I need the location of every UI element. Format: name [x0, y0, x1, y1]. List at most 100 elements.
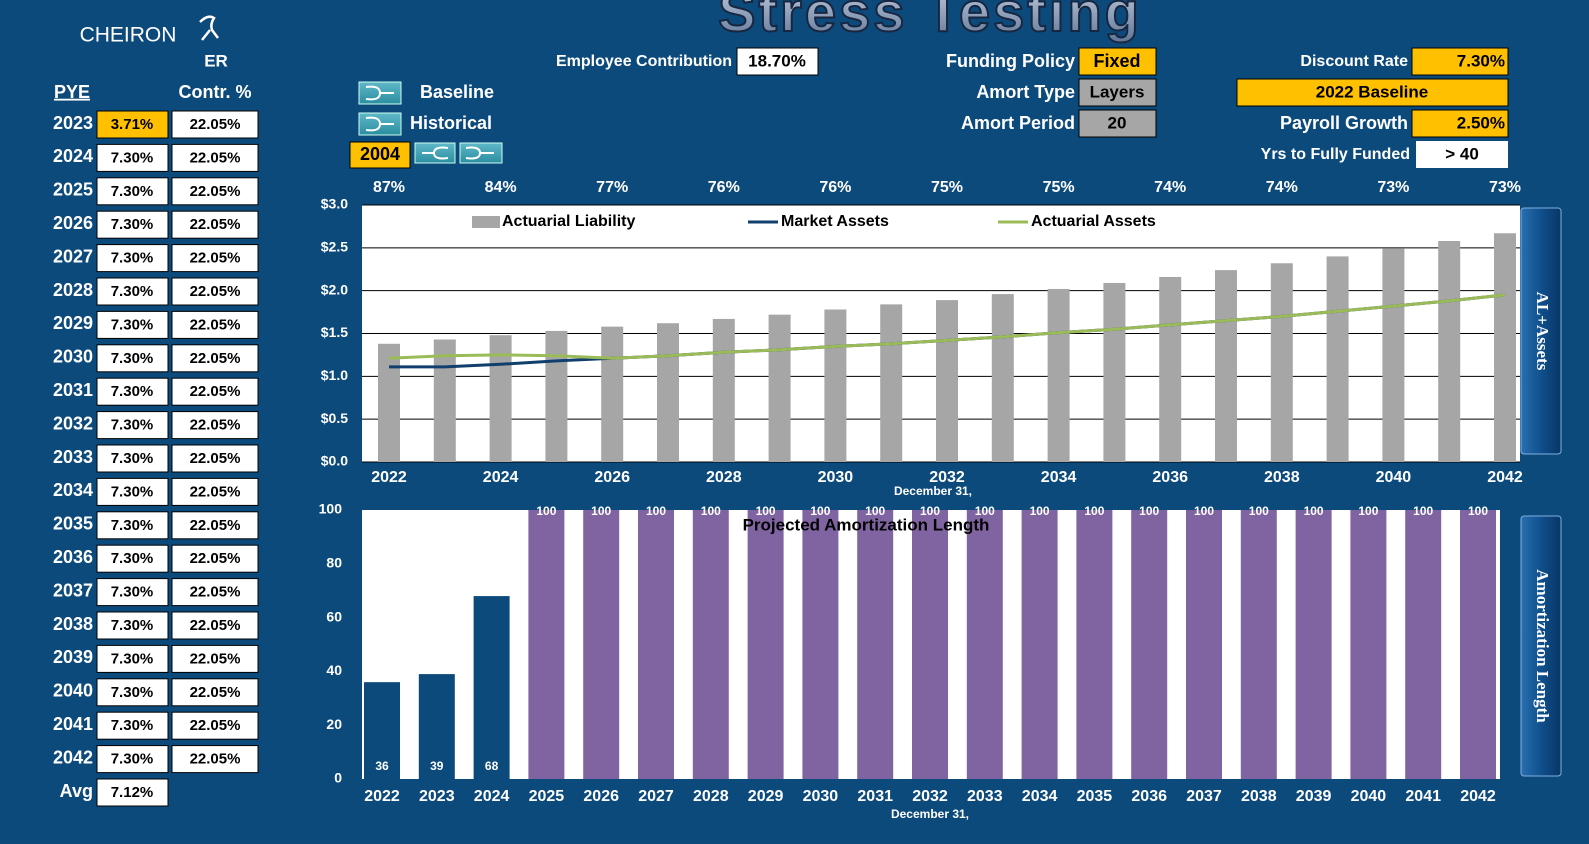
x-tick-label: 2025 [529, 788, 565, 805]
output-value: > 40 [1445, 144, 1479, 163]
bar [1103, 282, 1126, 462]
input-box[interactable] [1411, 47, 1509, 76]
rate-cell[interactable] [96, 444, 169, 473]
rate-cell[interactable] [96, 377, 169, 406]
x-tick-label: 2037 [1186, 788, 1222, 805]
rate-cell[interactable] [96, 644, 169, 673]
input-box[interactable] [1411, 109, 1509, 138]
row-year: 2026 [53, 213, 93, 233]
row-year: 2031 [53, 380, 93, 400]
bar [657, 323, 679, 462]
bar [747, 510, 784, 779]
rate-cell[interactable] [96, 344, 169, 373]
funded-ratio: 74% [1266, 179, 1298, 196]
rate-cell[interactable] [96, 143, 169, 172]
button-icon [422, 146, 449, 160]
rate-cell[interactable] [96, 177, 169, 206]
contr-value: 22.05% [190, 283, 241, 300]
rate-cell[interactable] [96, 511, 169, 540]
data-label: 100 [865, 504, 885, 518]
rate-cell[interactable] [96, 711, 169, 740]
input-value: 7.30% [1457, 51, 1505, 70]
x-tick-label: 2027 [638, 788, 674, 805]
rate-cell[interactable] [96, 678, 169, 707]
rate-value: 7.30% [111, 617, 154, 634]
rate-value: 7.30% [111, 517, 154, 534]
rate-cell[interactable] [96, 277, 169, 306]
data-label: 100 [1194, 504, 1214, 518]
bar [1047, 288, 1070, 462]
funded-ratio: 76% [819, 179, 851, 196]
rate-cell[interactable] [96, 244, 169, 273]
x-tick-label: 2038 [1264, 469, 1300, 486]
row-year: 2028 [53, 280, 93, 300]
button-icon [365, 116, 394, 132]
data-label: 39 [430, 759, 444, 773]
legend-label: Actuarial Liability [502, 213, 635, 230]
side-tab[interactable] [1520, 515, 1562, 777]
dropdown[interactable] [1078, 78, 1157, 107]
x-tick-label: 2022 [371, 469, 407, 486]
rate-cell[interactable] [96, 310, 169, 339]
rate-value: 7.30% [111, 350, 154, 367]
row-year: 2032 [53, 413, 93, 433]
y-tick-label: 100 [319, 501, 343, 517]
rate-cell[interactable] [96, 578, 169, 607]
contr-value: 22.05% [190, 149, 241, 166]
prev-year-button[interactable] [414, 142, 456, 164]
scenario-box[interactable] [1236, 78, 1509, 107]
side-tab[interactable] [1520, 207, 1562, 455]
rate-cell[interactable] [96, 745, 169, 774]
baseline-button[interactable] [358, 81, 402, 105]
logo-icon [199, 15, 219, 41]
x-axis-label: December 31, [891, 807, 969, 821]
rate-cell[interactable] [96, 411, 169, 440]
contr-cell [171, 711, 259, 740]
contr-value: 22.05% [190, 216, 241, 233]
data-label: 100 [920, 504, 940, 518]
contr-cell [171, 644, 259, 673]
x-tick-label: 2030 [818, 469, 854, 486]
contr-value: 22.05% [190, 350, 241, 367]
rate-cell[interactable] [96, 110, 169, 139]
button-icon [365, 85, 394, 101]
x-tick-label: 2031 [857, 788, 893, 805]
bar [528, 510, 565, 779]
input-box[interactable] [736, 47, 819, 76]
bar [1405, 510, 1442, 779]
rate-cell[interactable] [96, 544, 169, 573]
historical-button[interactable] [358, 112, 402, 136]
rate-cell[interactable] [96, 477, 169, 506]
rate-value: 7.30% [111, 684, 154, 701]
row-year: 2027 [53, 246, 93, 266]
button-label[interactable]: Historical [410, 113, 492, 133]
y-tick-label: 0 [334, 770, 342, 786]
dropdown[interactable] [1078, 109, 1157, 138]
button-icon [465, 146, 494, 160]
contr-value: 22.05% [190, 650, 241, 667]
x-axis-label: December 31, [894, 484, 972, 498]
control-label: Amort Type [976, 82, 1075, 102]
data-label: 100 [1030, 504, 1050, 518]
rate-value: 7.30% [111, 283, 154, 300]
year-box[interactable] [349, 141, 411, 169]
dropdown[interactable] [1078, 47, 1157, 76]
avg-value: 7.12% [111, 784, 154, 801]
bar [473, 596, 510, 779]
control-label: Payroll Growth [1280, 113, 1408, 133]
bar [1131, 510, 1168, 779]
row-year: 2037 [53, 580, 93, 600]
control-label: Funding Policy [946, 51, 1075, 71]
rate-cell[interactable] [96, 210, 169, 239]
rate-cell[interactable] [96, 611, 169, 640]
bar [712, 318, 735, 462]
next-year-button[interactable] [459, 142, 503, 164]
dropdown-value: Fixed [1093, 51, 1140, 71]
avg-cell [96, 778, 169, 807]
row-year: 2034 [53, 480, 93, 500]
x-tick-label: 2029 [748, 788, 784, 805]
button-label[interactable]: Baseline [420, 82, 494, 102]
bar [545, 330, 568, 462]
rate-value: 7.30% [111, 450, 154, 467]
